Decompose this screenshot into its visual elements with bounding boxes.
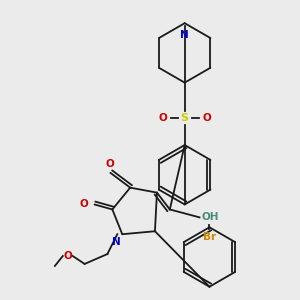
Text: O: O: [106, 159, 115, 169]
Text: S: S: [181, 113, 189, 123]
Text: O: O: [202, 113, 211, 123]
Text: O: O: [63, 251, 72, 261]
Text: N: N: [180, 30, 189, 40]
Text: N: N: [112, 237, 120, 247]
Text: O: O: [158, 113, 167, 123]
Text: O: O: [80, 200, 88, 209]
Text: OH: OH: [202, 212, 219, 222]
Text: Br: Br: [203, 232, 216, 242]
